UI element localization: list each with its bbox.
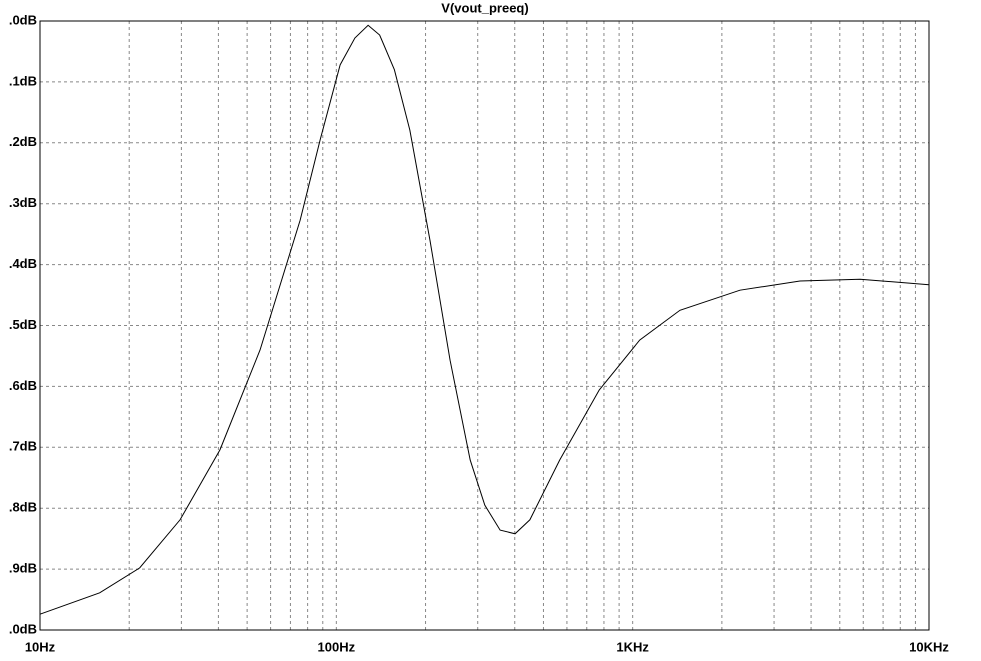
y-tick-label: .2dB xyxy=(9,134,37,149)
y-tick-label: .0dB xyxy=(9,621,37,636)
chart-title: V(vout_preeq) xyxy=(441,0,528,15)
x-tick-label: 10KHz xyxy=(909,639,949,654)
line-series xyxy=(39,24,930,615)
y-tick-label: .7dB xyxy=(9,439,37,454)
y-tick-label: .1dB xyxy=(9,73,37,88)
x-tick-label: 10Hz xyxy=(25,639,56,654)
y-tick-label: .3dB xyxy=(9,195,37,210)
y-tick-label: .8dB xyxy=(9,500,37,515)
plot-frame xyxy=(39,20,930,631)
y-tick-label: .6dB xyxy=(9,378,37,393)
y-tick-label: .0dB xyxy=(9,12,37,27)
x-tick-label: 1KHz xyxy=(616,639,649,654)
y-tick-label: .9dB xyxy=(9,561,37,576)
y-tick-label: .4dB xyxy=(9,256,37,271)
x-tick-label: 100Hz xyxy=(318,639,356,654)
y-tick-label: .5dB xyxy=(9,317,37,332)
